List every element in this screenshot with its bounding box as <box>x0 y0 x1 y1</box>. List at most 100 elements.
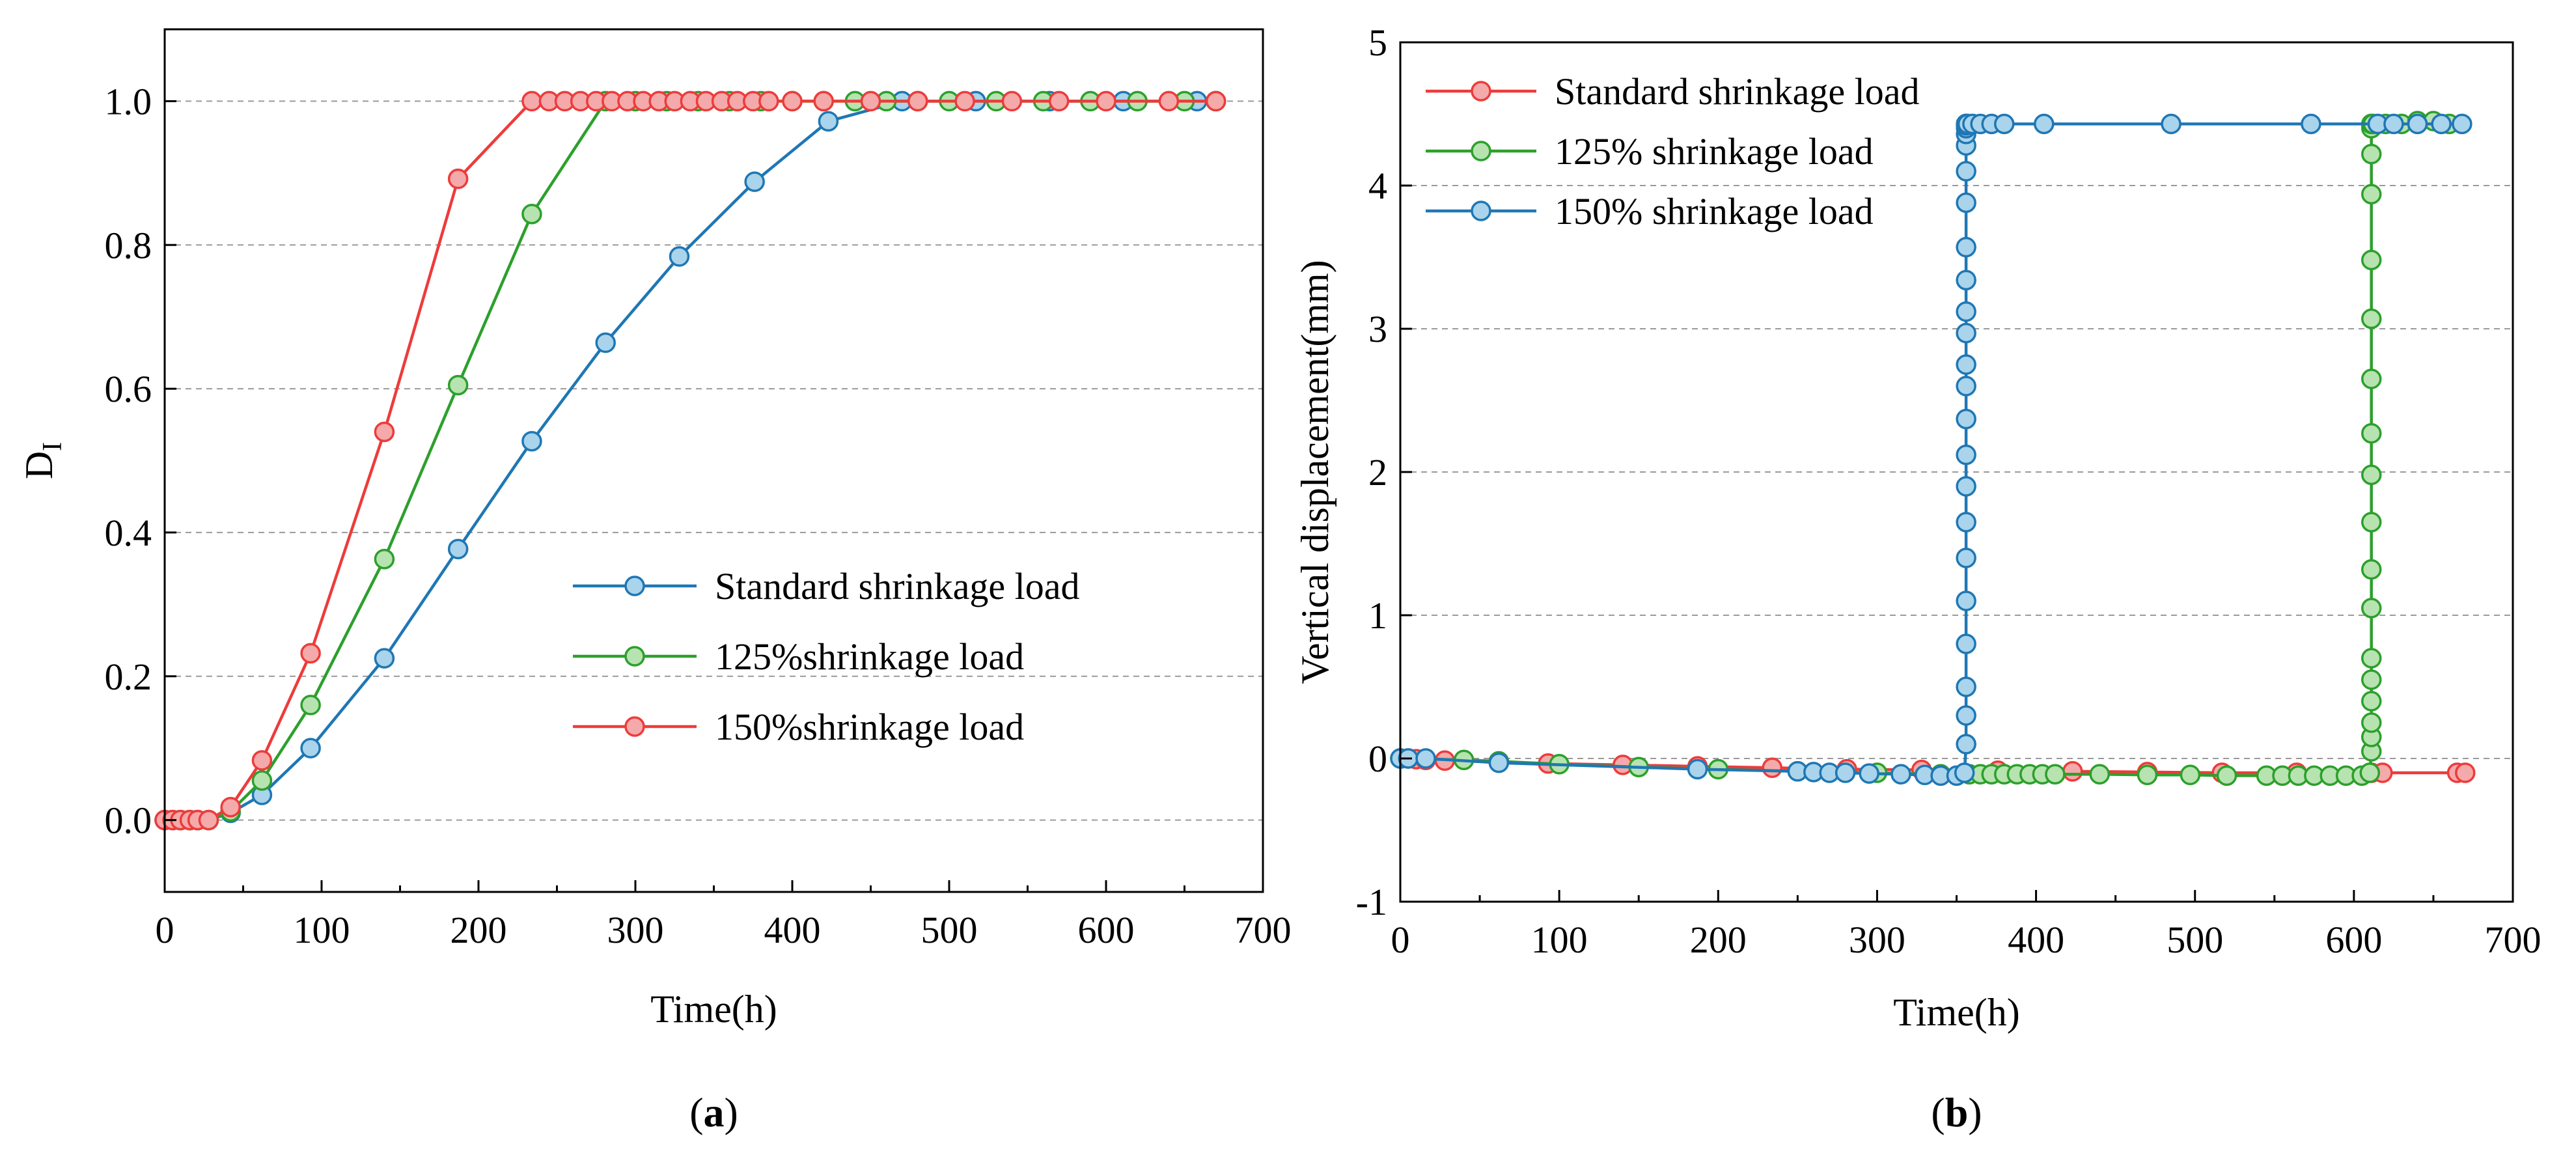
data-point <box>374 421 395 443</box>
data-point <box>1835 762 1856 783</box>
legend-item: 150%shrinkage load <box>573 706 1024 748</box>
data-point <box>1762 757 1783 779</box>
data-point <box>521 204 542 225</box>
data-point <box>1956 476 1976 497</box>
data-point <box>2137 764 2158 786</box>
data-point <box>1158 90 1180 112</box>
data-point <box>1687 758 1708 780</box>
panel-a-label: (a) <box>689 1089 738 1135</box>
data-point <box>2361 184 2382 204</box>
data-point <box>2361 464 2382 486</box>
data-point <box>669 246 690 267</box>
legend-label: 150% shrinkage load <box>1555 190 1874 232</box>
panel-label-paren: ) <box>1968 1089 1982 1135</box>
data-point <box>1859 763 1879 784</box>
legend-label: Standard shrinkage load <box>715 565 1080 607</box>
panel-a-y-axis-title: DI <box>18 442 68 479</box>
data-point <box>374 648 395 669</box>
data-point <box>2045 764 2066 785</box>
panel-label-paren: ) <box>725 1089 738 1135</box>
data-point <box>1956 270 1976 290</box>
data-point <box>2361 712 2382 733</box>
y-tick-label: 0.0 <box>105 799 152 842</box>
data-point <box>2089 764 2110 785</box>
y-tick-label: 1 <box>1368 594 1387 637</box>
legend-item: 125%shrinkage load <box>573 635 1024 678</box>
data-point <box>1956 301 1976 322</box>
data-point <box>2062 761 2083 782</box>
data-point <box>2361 143 2382 165</box>
panel-a-y-axis-title-subscript: I <box>38 442 68 451</box>
data-point <box>447 538 469 560</box>
data-point <box>2161 113 2181 135</box>
data-point <box>2361 308 2382 329</box>
panel-a-chart: 0 100 200 300 400 500 600 700 0.0 0.2 0.4 0.6 0.8 1.0… <box>18 28 1292 1135</box>
legend-marker <box>1471 81 1491 102</box>
x-tick-label: 100 <box>294 909 350 951</box>
data-point <box>2361 423 2382 444</box>
data-point <box>2431 113 2452 135</box>
data-point <box>2383 113 2404 135</box>
data-point <box>1956 734 1976 755</box>
x-tick-label: 500 <box>921 909 978 951</box>
legend-marker <box>624 646 645 667</box>
legend-label: 150%shrinkage load <box>715 706 1024 748</box>
x-tick-label: 700 <box>1235 909 1292 951</box>
data-point <box>1956 590 1976 611</box>
data-point <box>818 111 839 132</box>
x-tick-label: 0 <box>1391 919 1410 961</box>
x-tick-label: 400 <box>2008 919 2064 961</box>
data-point <box>595 332 616 354</box>
y-tick-label: 4 <box>1368 165 1387 207</box>
legend-label: 125% shrinkage load <box>1555 130 1874 173</box>
panel-a-plot-frame <box>163 28 1264 893</box>
data-point <box>1956 192 1976 214</box>
panel-b-legend: Standard shrinkage load 125% shrinkage lo… <box>1426 70 1920 232</box>
data-point <box>374 549 395 570</box>
series-2 <box>154 90 1226 831</box>
data-point <box>220 796 241 818</box>
x-tick-label: 0 <box>156 909 174 951</box>
panel-a-y-axis-title-main: D <box>18 451 61 479</box>
legend-marker <box>1471 141 1491 161</box>
data-point <box>1415 748 1436 769</box>
x-tick-label: 100 <box>1531 919 1588 961</box>
y-tick-label: 2 <box>1368 451 1387 493</box>
data-point <box>2359 762 2381 783</box>
panel-b-x-axis-title: Time(h) <box>1893 991 2019 1034</box>
panel-a-series <box>154 90 1226 831</box>
panel-b-series <box>1390 111 2476 786</box>
data-point <box>2452 113 2472 135</box>
data-point <box>2361 648 2382 669</box>
x-tick-label: 500 <box>2167 919 2223 961</box>
data-point <box>954 90 975 112</box>
series-line <box>165 100 1216 822</box>
y-tick-label: -1 <box>1356 881 1387 923</box>
data-point <box>2361 249 2382 271</box>
legend-label: 125%shrinkage load <box>715 635 1024 678</box>
data-point <box>1956 548 1976 568</box>
data-point <box>2180 764 2201 786</box>
panel-a-legend: Standard shrinkage load 125%shrinkage loa… <box>573 565 1080 748</box>
panel-a-ticks: 0 100 200 300 400 500 600 700 0.0 0.2 0.4 0.6 0.8 1.0 <box>105 80 1292 951</box>
legend-item: 125% shrinkage load <box>1426 130 1874 173</box>
panel-b-gridlines <box>1400 185 2513 759</box>
data-point <box>1993 113 2015 135</box>
data-point <box>2361 691 2382 712</box>
data-point <box>744 171 765 192</box>
panel-label-letter: a <box>704 1089 725 1135</box>
legend-item: Standard shrinkage load <box>573 565 1080 607</box>
x-tick-label: 400 <box>764 909 821 951</box>
data-point <box>1956 354 1976 375</box>
panel-label-paren: ( <box>1931 1089 1945 1135</box>
legend-marker <box>624 576 645 596</box>
y-tick-label: 0.2 <box>105 656 152 698</box>
data-point <box>2361 669 2382 690</box>
data-point <box>2361 559 2382 580</box>
x-tick-label: 200 <box>450 909 507 951</box>
series-line <box>165 100 1216 822</box>
y-tick-label: 3 <box>1368 308 1387 350</box>
data-point <box>1956 376 1976 396</box>
